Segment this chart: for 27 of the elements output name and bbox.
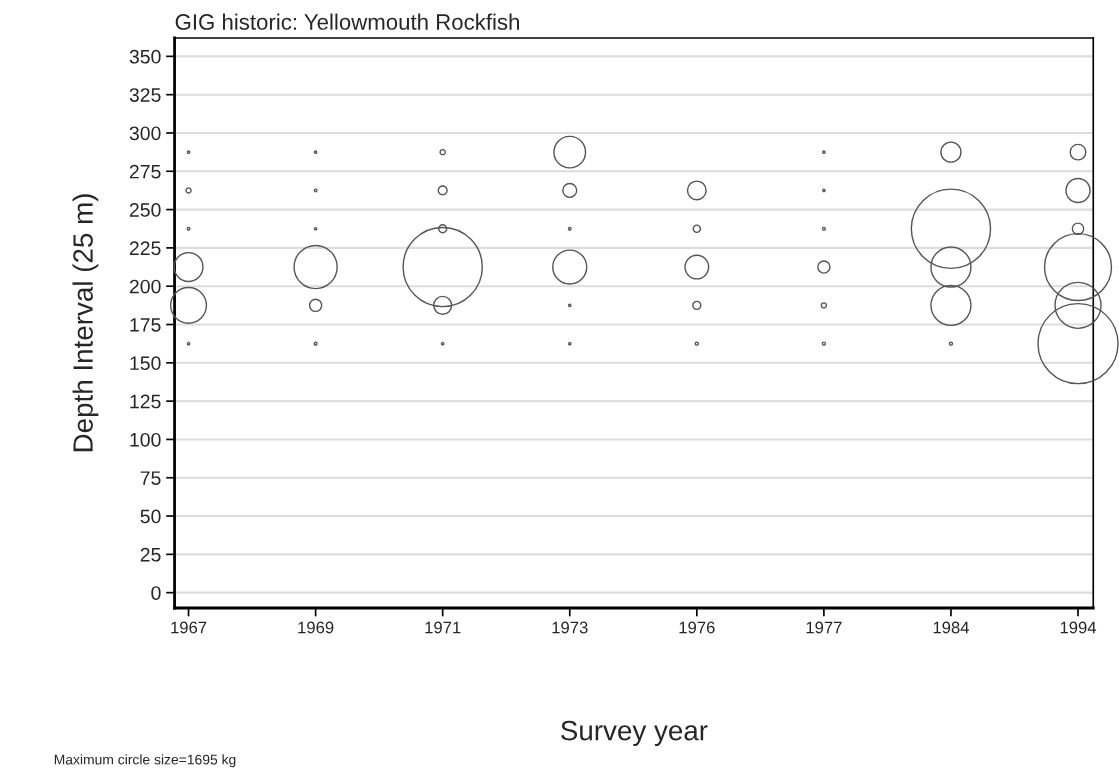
x-tick-label: 1994 — [1060, 621, 1097, 634]
y-tick-label: 0 — [151, 586, 161, 600]
x-tick-label: 1967 — [171, 621, 207, 634]
x-tick-label: 1971 — [425, 621, 461, 634]
text: Maximum circle size=1695 kg — [54, 754, 236, 768]
y-tick-label: 250 — [129, 203, 161, 217]
y-tick-label: 275 — [129, 164, 161, 179]
y-tick-label: 50 — [140, 509, 161, 524]
chart-title: GIG historic: Yellowmouth Rockfish — [175, 13, 519, 30]
x-tick-label: 1976 — [679, 621, 715, 634]
x-tick-label: 1984 — [933, 621, 969, 634]
y-tick-label: 125 — [130, 394, 161, 409]
y-tick-label: 325 — [129, 88, 161, 102]
x-axis-title: Survey year — [561, 720, 708, 746]
y-tick-label: 200 — [129, 279, 161, 294]
x-tick-label: 1977 — [806, 621, 842, 634]
x-tick-label: 1973 — [552, 621, 588, 634]
y-tick-label: 300 — [129, 126, 161, 141]
y-axis-title: Depth Interval (25 m) — [72, 194, 99, 452]
y-tick-label: 75 — [140, 471, 161, 485]
y-tick-label: 150 — [130, 356, 161, 371]
y-tick-label: 25 — [140, 547, 161, 562]
y-tick-label: 350 — [129, 49, 161, 64]
x-tick-label: 1969 — [298, 621, 334, 634]
y-tick-label: 225 — [129, 241, 161, 256]
y-tick-label: 100 — [130, 432, 161, 447]
y-tick-label: 175 — [130, 318, 161, 332]
